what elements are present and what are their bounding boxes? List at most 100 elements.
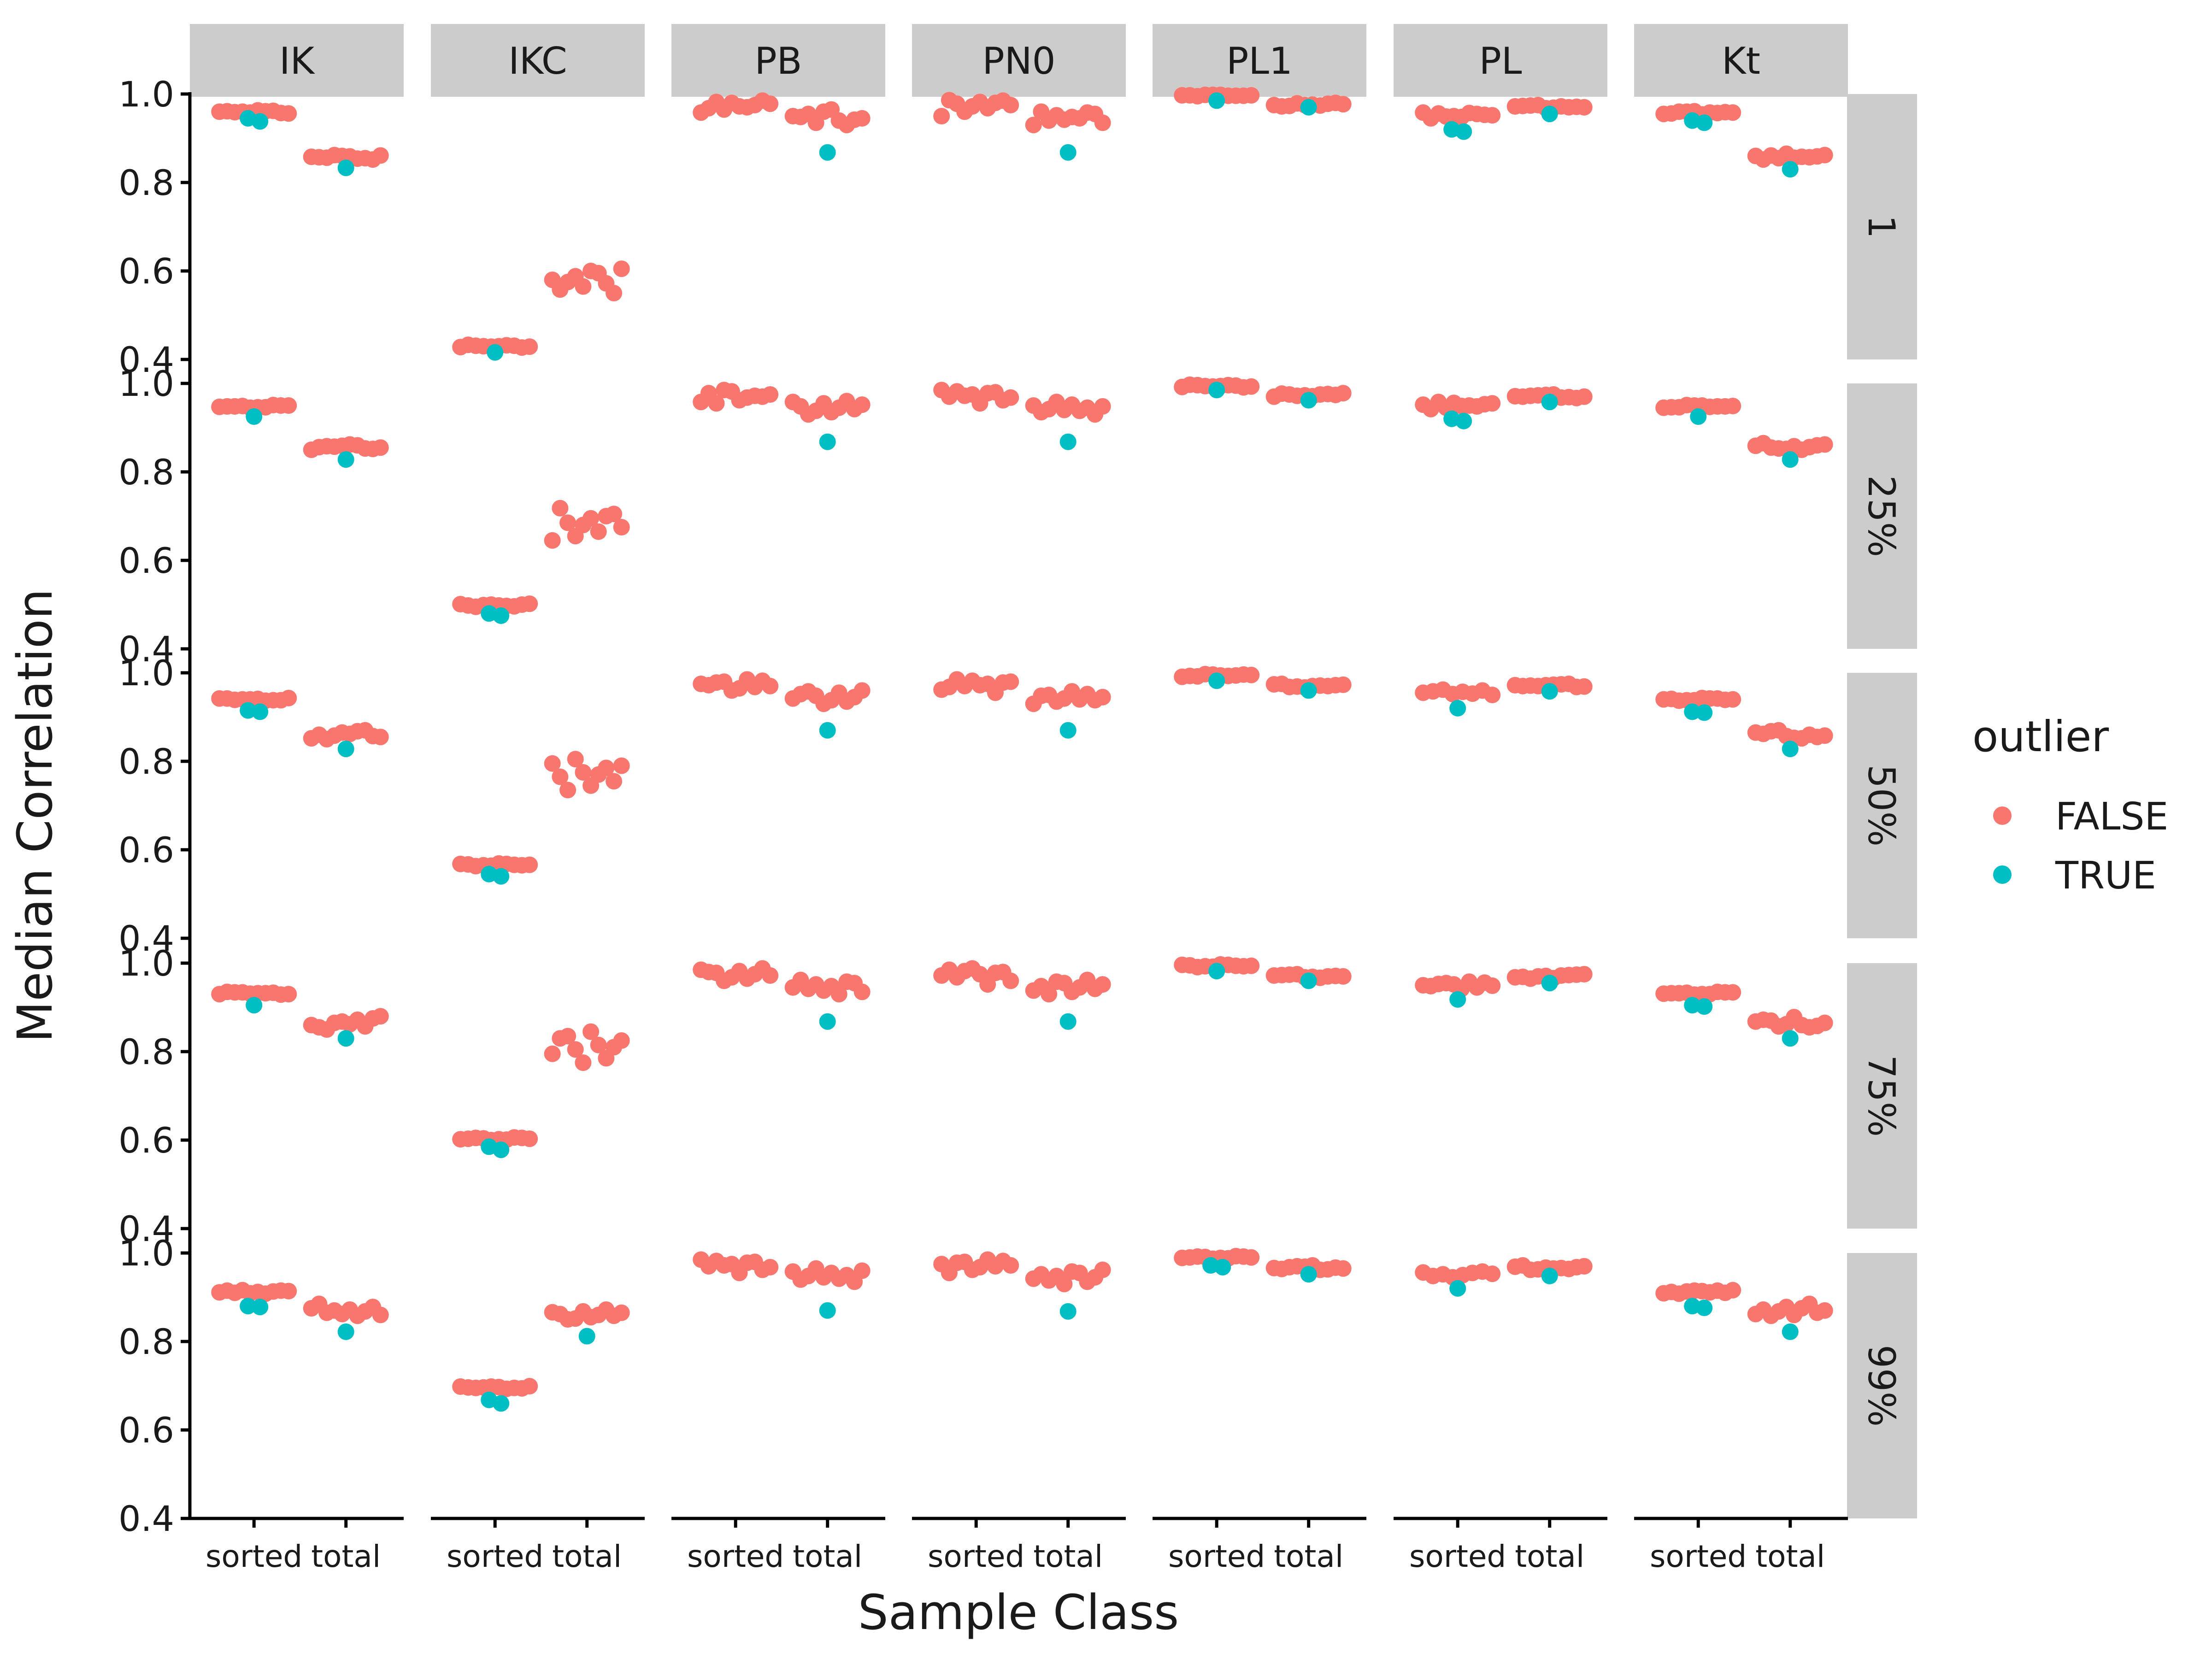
point-kt-1-sorted-false: [1724, 104, 1741, 121]
point-pl-75pct-sorted-false: [1484, 977, 1501, 994]
point-pb-25pct-sorted-false: [708, 395, 725, 412]
point-ikc-99pct-total-true: [578, 1328, 595, 1345]
y-tick-label-99pct-0.4: 0.4: [118, 1498, 174, 1539]
point-ik-50pct-total-false: [349, 723, 366, 740]
point-pn0-99pct-sorted-false: [948, 1254, 965, 1271]
strip-col-label-ikc: IKC: [508, 40, 567, 82]
strip-row-label-99pct: 99%: [1860, 1345, 1903, 1427]
point-ikc-75pct-total-false: [606, 1039, 623, 1056]
y-tick-label-50pct-0.8: 0.8: [118, 741, 174, 782]
point-pl1-1-sorted-false: [1243, 87, 1260, 104]
strip-row-25pct: [1847, 383, 1917, 649]
point-pn0-75pct-total-false: [1025, 982, 1042, 999]
point-ikc-75pct-sorted-false: [513, 1130, 530, 1147]
point-ikc-1-total-false: [575, 278, 592, 295]
point-kt-25pct-sorted-true: [1690, 408, 1707, 425]
point-pl1-50pct-sorted-false: [1243, 666, 1260, 683]
point-pl-1-sorted-false: [1461, 105, 1478, 122]
point-pb-25pct-total-false: [830, 399, 847, 416]
y-tick-label-25pct-0.4: 0.4: [118, 629, 174, 670]
point-pb-25pct-sorted-false: [746, 387, 763, 404]
point-kt-50pct-sorted-true: [1684, 703, 1701, 720]
point-pb-99pct-sorted-false: [762, 1259, 779, 1276]
point-kt-1-total-false: [1809, 148, 1826, 165]
point-pb-99pct-total-false: [830, 1270, 847, 1287]
point-pl-75pct-sorted-false: [1430, 976, 1447, 993]
point-pl-1-sorted-false: [1438, 108, 1455, 125]
point-ikc-25pct-total-false: [590, 523, 607, 540]
point-pl-25pct-sorted-true: [1455, 412, 1472, 429]
point-ik-1-sorted-false: [280, 105, 297, 122]
point-ik-1-total-false: [349, 150, 366, 167]
y-tick-label-25pct-0.8: 0.8: [118, 452, 174, 493]
x-tick-label-pn0-sorted: sorted: [928, 1539, 1024, 1574]
point-ikc-1-total-false: [613, 260, 630, 277]
axes: 0.40.60.81.00.40.60.81.00.40.60.81.00.40…: [118, 74, 1848, 1574]
point-pn0-99pct-total-true: [1059, 1303, 1077, 1320]
point-ikc-99pct-sorted-false: [475, 1379, 492, 1396]
data-points: [211, 86, 1833, 1412]
point-pb-50pct-sorted-false: [731, 680, 748, 697]
point-ikc-25pct-sorted-false: [521, 595, 538, 612]
point-kt-99pct-sorted-false: [1724, 1282, 1741, 1299]
point-pl1-75pct-total-true: [1300, 972, 1317, 989]
point-pl-99pct-total-true: [1541, 1267, 1558, 1284]
point-pl-99pct-total-false: [1576, 1258, 1593, 1275]
point-pl1-75pct-total-false: [1335, 968, 1352, 985]
point-kt-99pct-total-false: [1747, 1306, 1764, 1323]
point-pn0-1-sorted-false: [941, 92, 958, 109]
point-ikc-75pct-total-false: [575, 1054, 592, 1071]
point-pb-75pct-total-false: [815, 982, 832, 999]
point-kt-1-total-false: [1763, 147, 1780, 164]
point-pb-1-sorted-false: [731, 98, 748, 115]
y-tick-label-1-1.0: 1.0: [118, 74, 174, 115]
point-pb-25pct-sorted-false: [693, 394, 710, 411]
point-ikc-99pct-sorted-false: [506, 1379, 523, 1396]
point-pl-1-total-false: [1576, 99, 1593, 116]
point-pn0-25pct-total-false: [1094, 398, 1111, 415]
strip-col-label-kt: Kt: [1722, 40, 1760, 82]
point-pn0-50pct-sorted-false: [994, 674, 1012, 691]
point-ik-75pct-sorted-false: [226, 984, 243, 1001]
point-kt-1-total-true: [1782, 161, 1799, 178]
point-ikc-50pct-sorted-false: [498, 855, 515, 872]
point-kt-75pct-total-true: [1782, 1030, 1799, 1047]
y-tick-label-50pct-0.6: 0.6: [118, 830, 174, 871]
point-ik-50pct-sorted-true: [240, 702, 257, 719]
strip-col-label-pl: PL: [1479, 40, 1522, 82]
point-pl1-25pct-total-false: [1281, 386, 1298, 403]
point-pb-1-sorted-false: [700, 100, 717, 117]
column-strips: IK IKC PB PN0 PL1 PL Kt: [190, 24, 1848, 97]
y-tick-label-50pct-0.4: 0.4: [118, 918, 174, 959]
point-pl-25pct-sorted-false: [1453, 398, 1470, 414]
point-kt-99pct-total-false: [1816, 1302, 1833, 1319]
point-pn0-25pct-sorted-false: [979, 385, 996, 402]
point-ik-75pct-total-false: [341, 1016, 359, 1033]
point-ik-99pct-total-false: [357, 1303, 374, 1320]
point-ik-99pct-total-true: [337, 1323, 354, 1340]
point-ikc-50pct-total-false: [606, 773, 623, 790]
point-kt-99pct-total-false: [1770, 1303, 1787, 1320]
strip-row-label-1: 1: [1860, 215, 1903, 239]
x-tick-label-pl1-total: total: [1274, 1539, 1343, 1574]
point-pb-50pct-total-false: [800, 683, 817, 700]
strip-col-label-ik: IK: [279, 40, 316, 82]
point-pl-1-sorted-false: [1484, 107, 1501, 124]
point-pn0-50pct-total-false: [1033, 687, 1050, 704]
point-pl-75pct-total-false: [1568, 966, 1585, 983]
point-ikc-99pct-total-false: [613, 1304, 630, 1321]
point-ikc-75pct-total-false: [544, 1045, 561, 1062]
point-ikc-50pct-total-false: [544, 755, 561, 772]
point-pl1-1-total-false: [1335, 96, 1352, 113]
point-ik-99pct-sorted-false: [218, 1282, 235, 1299]
point-ik-75pct-sorted-false: [280, 986, 297, 1003]
x-tick-label-pl1-sorted: sorted: [1168, 1539, 1265, 1574]
point-pn0-75pct-total-false: [1041, 986, 1058, 1003]
point-kt-75pct-total-false: [1778, 1016, 1795, 1033]
point-ik-75pct-total-false: [365, 1010, 382, 1027]
x-tick-label-pl-sorted: sorted: [1409, 1539, 1506, 1574]
point-pn0-1-total-false: [1079, 104, 1096, 121]
point-ikc-50pct-sorted-false: [521, 856, 538, 873]
y-tick-label-75pct-0.6: 0.6: [118, 1120, 174, 1161]
point-pn0-25pct-sorted-false: [956, 387, 973, 404]
